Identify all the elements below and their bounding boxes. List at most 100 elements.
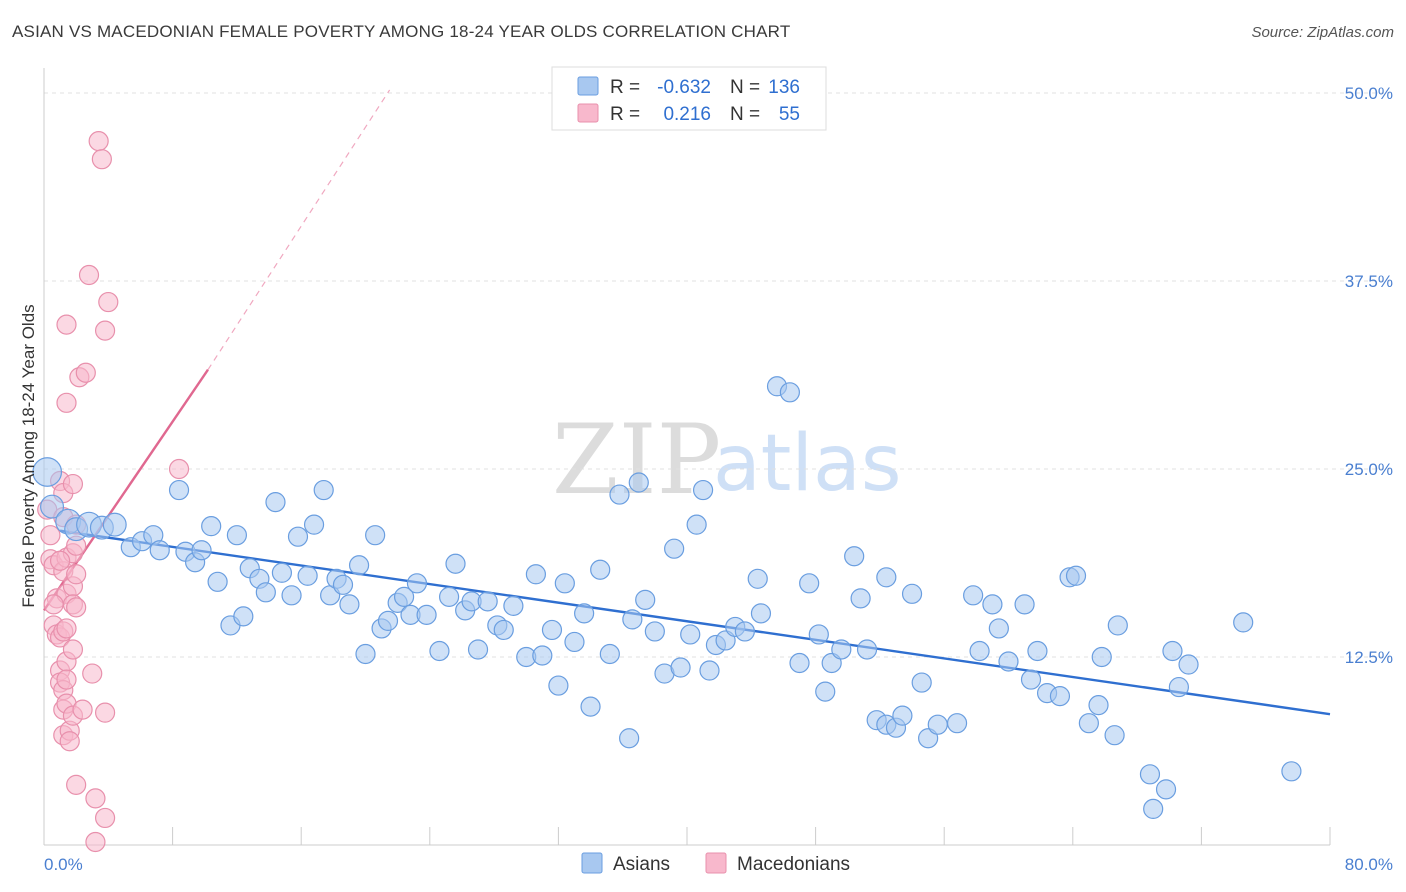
- macedonians-point: [75, 362, 96, 383]
- macedonians-point: [56, 392, 77, 413]
- asians-point: [1091, 646, 1112, 668]
- macedonians-point: [88, 131, 109, 152]
- asians-point: [750, 603, 772, 624]
- watermark-zip: ZIP: [552, 404, 721, 516]
- asians-point: [548, 675, 569, 696]
- macedonians-point: [43, 594, 64, 615]
- asians-point: [856, 639, 878, 660]
- macedonians-point: [40, 525, 61, 546]
- asians-point: [574, 603, 595, 624]
- asians-point: [554, 573, 575, 594]
- asians-point: [799, 573, 820, 594]
- asians-point: [628, 472, 649, 493]
- asians-point: [429, 640, 450, 662]
- macedonians-point: [98, 291, 119, 313]
- macedonians-point: [94, 807, 116, 829]
- chart-source: Source: ZipAtlas.com: [1251, 24, 1394, 41]
- asians-point: [355, 643, 376, 665]
- asians-point: [365, 525, 386, 546]
- asians-point: [348, 555, 370, 576]
- asians-point: [207, 571, 228, 592]
- legend-row-macedonians: R = 0.216 N = 55: [577, 103, 800, 125]
- x-tick-label-max: 80.0%: [1345, 855, 1393, 874]
- asians-point: [1027, 640, 1048, 662]
- asians-point: [946, 713, 968, 734]
- asians-point: [377, 610, 399, 632]
- chart-title: ASIAN VS MACEDONIAN FEMALE POVERTY AMONG…: [12, 22, 791, 41]
- macedonians-point: [66, 597, 87, 618]
- asians-point: [1143, 798, 1164, 820]
- asians-point: [233, 606, 254, 627]
- macedonians-point: [82, 663, 103, 684]
- watermark-atlas: atlas: [713, 419, 902, 509]
- asians-point: [1162, 640, 1183, 662]
- macedonians-trend-extension: [207, 89, 391, 371]
- asians-point: [831, 639, 852, 660]
- asians-point: [1014, 594, 1035, 615]
- macedonians-point: [72, 699, 93, 720]
- asians-point: [493, 619, 514, 641]
- bottom-legend-swatch-asians: [581, 852, 603, 874]
- asians-point: [525, 564, 546, 585]
- asians-point: [201, 516, 222, 537]
- legend-r-value: 0.216: [663, 104, 711, 125]
- asians-point: [901, 583, 923, 604]
- asians-point: [339, 594, 360, 615]
- y-tick-label: 25.0%: [1345, 460, 1393, 479]
- asians-point: [265, 491, 286, 513]
- asians-point: [255, 582, 276, 603]
- asians-point: [850, 588, 871, 609]
- asians-point: [467, 639, 489, 660]
- asians-point: [635, 589, 656, 610]
- asians-point: [1088, 695, 1109, 716]
- macedonians-point: [49, 550, 71, 571]
- macedonians-point: [94, 702, 116, 723]
- asians-point: [102, 512, 127, 537]
- asians-point: [599, 643, 620, 665]
- legend-r-label: R =: [610, 104, 640, 125]
- legend-n-value: 136: [768, 77, 800, 98]
- asians-point: [982, 594, 1003, 615]
- asians-point: [692, 479, 714, 501]
- asians-point: [1104, 725, 1125, 746]
- x-tick-label-min: 0.0%: [44, 855, 83, 874]
- macedonians-point: [66, 774, 87, 795]
- macedonians-point: [85, 788, 106, 809]
- asians-point: [664, 538, 685, 559]
- asians-point: [541, 619, 563, 641]
- asians-point: [271, 562, 293, 583]
- y-tick-label: 37.5%: [1345, 272, 1393, 291]
- asians-point: [927, 714, 948, 735]
- asians-point: [622, 609, 643, 630]
- asians-point: [332, 574, 354, 595]
- legend-swatch-asians: [577, 76, 599, 96]
- asians-point: [149, 540, 170, 561]
- legend-r-value: -0.632: [657, 77, 711, 98]
- asians-point: [393, 586, 415, 607]
- asians-point: [1233, 612, 1254, 633]
- watermark: ZIP atlas: [552, 404, 902, 516]
- y-axis-label: Female Poverty Among 18-24 Year Olds: [19, 304, 38, 607]
- asians-point: [1107, 615, 1128, 636]
- asians-point: [564, 631, 585, 653]
- x-tick-labels: 0.0% 80.0%: [44, 855, 1393, 874]
- asians-point: [1065, 565, 1087, 586]
- asians-point: [963, 585, 984, 606]
- asians-point: [911, 672, 932, 693]
- asians-point: [226, 525, 247, 546]
- macedonians-point: [59, 731, 80, 752]
- axes: [43, 68, 1331, 846]
- asians-point: [1049, 686, 1071, 707]
- asians-point: [313, 479, 334, 501]
- asians-point: [844, 546, 865, 567]
- legend-n-label: N =: [730, 104, 760, 125]
- asians-point: [644, 621, 665, 642]
- asians-point: [670, 657, 691, 678]
- asians-point: [969, 640, 990, 662]
- asians-point: [477, 591, 498, 612]
- asians-point: [789, 652, 810, 674]
- macedonians-point: [94, 320, 116, 341]
- asians-point: [1281, 761, 1302, 782]
- asians-point: [287, 526, 309, 547]
- macedonians-point: [91, 149, 112, 170]
